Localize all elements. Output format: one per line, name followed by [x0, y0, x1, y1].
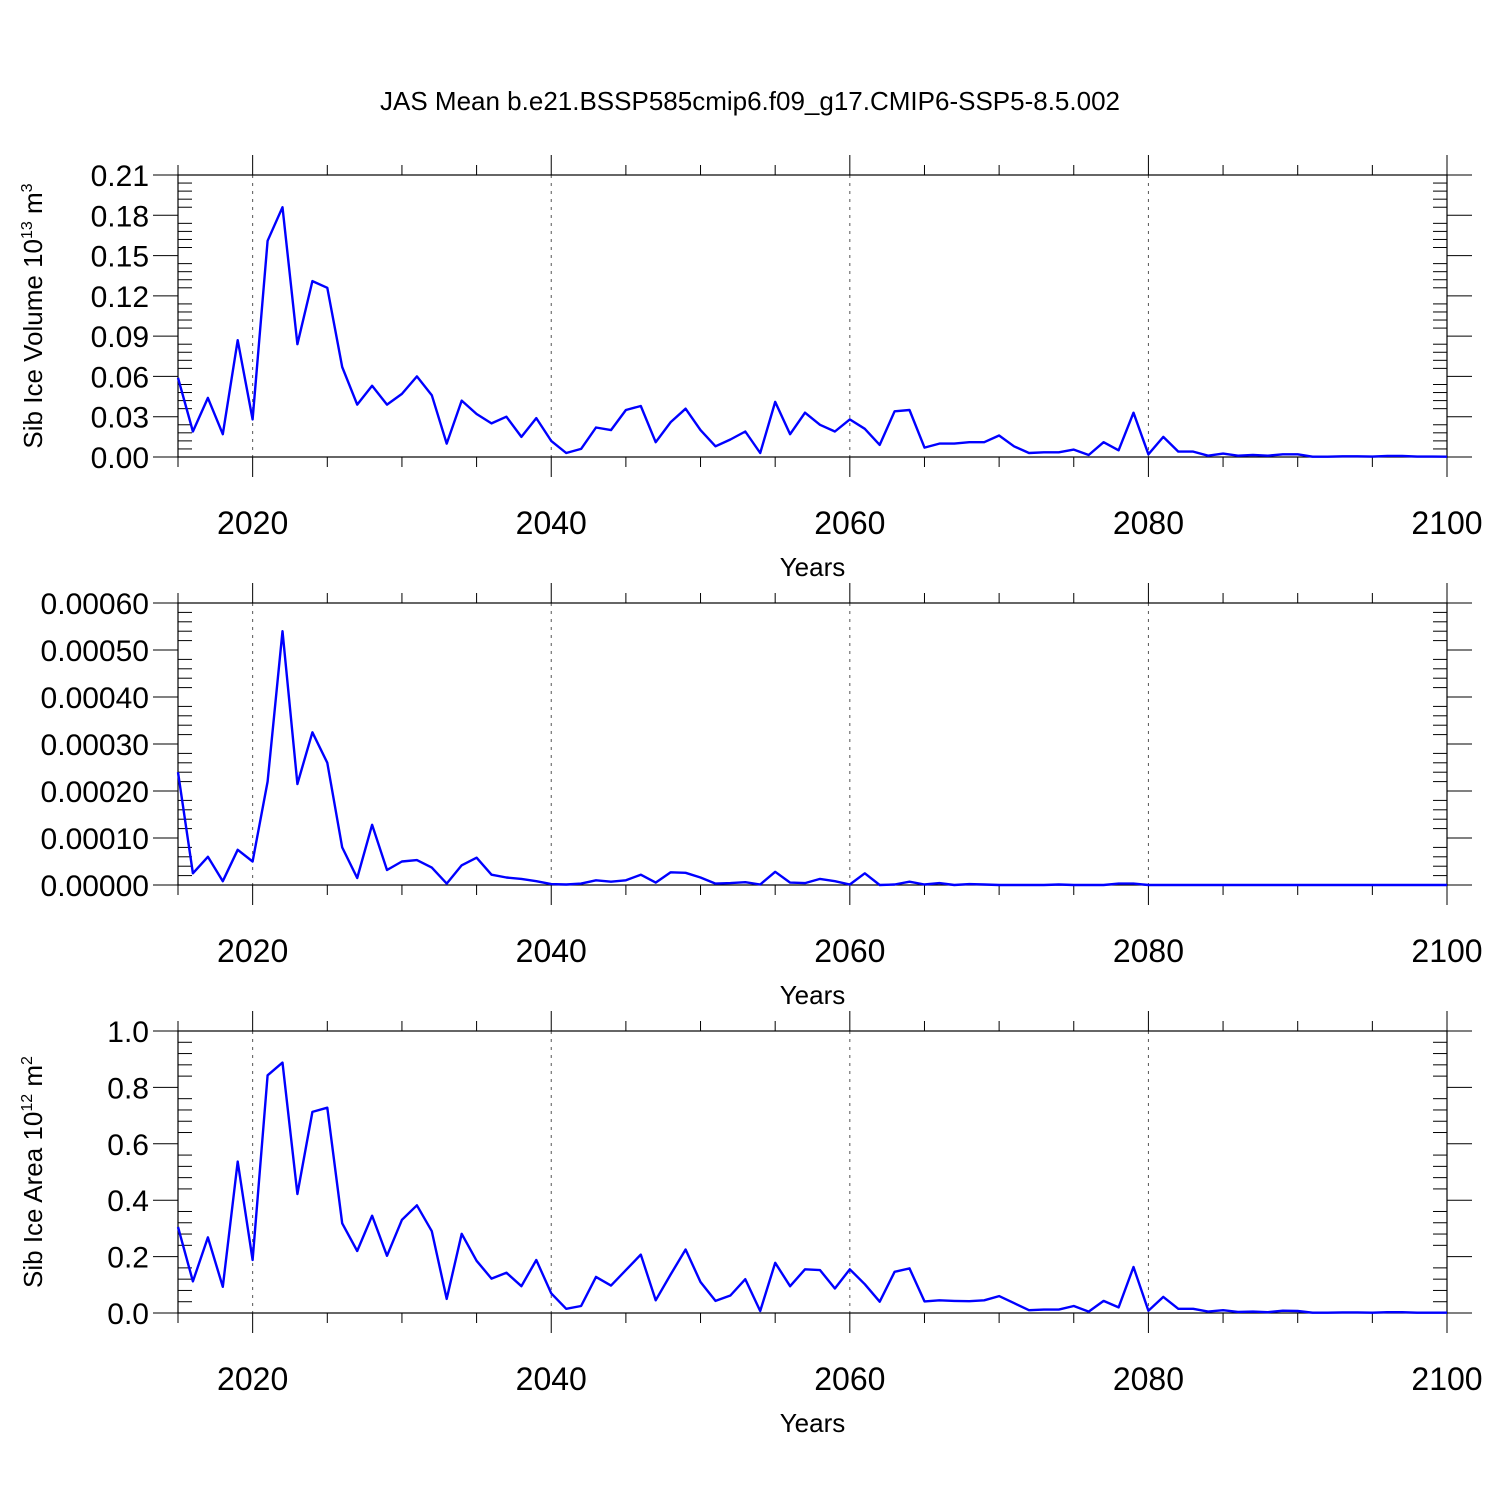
- x-axis-label: Years: [780, 552, 846, 582]
- y-tick-label: 0.03: [91, 402, 149, 435]
- y-tick-label: 0.00020: [41, 776, 149, 809]
- series-line: [176, 630, 1447, 887]
- y-tick-label: 1.0: [107, 1016, 149, 1049]
- x-tick-label: 2100: [1411, 505, 1482, 541]
- plot-frame: [177, 1030, 1448, 1314]
- x-axis-label: Years: [780, 1408, 846, 1438]
- y-tick-label: 0.12: [91, 281, 149, 314]
- plot-frame: [177, 174, 1448, 458]
- chart-title: JAS Mean b.e21.BSSP585cmip6.f09_g17.CMIP…: [380, 86, 1120, 116]
- x-tick-label: 2060: [814, 505, 885, 541]
- y-axis-label: Sib Ice Area 1012 m2: [18, 1056, 48, 1288]
- x-tick-label: 2020: [217, 505, 288, 541]
- panel-3: 0.0 0.2 0.4 0.6 0.8 1.0 2020 2040 2060 2080 2100 Ye…: [18, 1011, 1483, 1438]
- x-tick-label: 2040: [516, 505, 587, 541]
- y-tick-label: 0.8: [107, 1072, 149, 1105]
- x-tick-label: 2020: [217, 933, 288, 969]
- x-tick-label: 2080: [1113, 933, 1184, 969]
- x-tick-label: 2100: [1411, 933, 1482, 969]
- x-tick-label: 2040: [516, 933, 587, 969]
- panel-2: 0.00000 0.00010 0.00020 0.00030 0.00040 0.000…: [41, 583, 1483, 1010]
- plot-frame: [177, 602, 1448, 886]
- x-tick-label: 2060: [814, 933, 885, 969]
- y-axis-label: Sib Ice Volume 1013 m3: [18, 183, 48, 448]
- y-tick-label: 0.6: [107, 1129, 149, 1162]
- x-tick-label: 2100: [1411, 1361, 1482, 1397]
- y-tick-label: 0.06: [91, 361, 149, 394]
- y-tick-label: 0.00010: [41, 823, 149, 856]
- series-line: [176, 205, 1448, 458]
- y-tick-label: 0.00000: [41, 870, 149, 903]
- y-tick-label: 0.15: [91, 241, 149, 274]
- y-tick-label: 0.18: [91, 200, 149, 233]
- panel-1: 0.00 0.03 0.06 0.09 0.12 0.15 0.18 0.21 2020 2040…: [18, 155, 1483, 582]
- x-tick-label: 2060: [814, 1361, 885, 1397]
- y-tick-label: 0.4: [107, 1185, 149, 1218]
- series-line: [176, 1061, 1447, 1314]
- x-tick-label: 2040: [516, 1361, 587, 1397]
- x-tick-label: 2020: [217, 1361, 288, 1397]
- y-tick-label: 0.00040: [41, 682, 149, 715]
- y-tick-label: 0.2: [107, 1242, 149, 1275]
- y-tick-label: 0.0: [107, 1298, 149, 1331]
- y-tick-label: 0.00050: [41, 635, 149, 668]
- y-tick-label: 0.00060: [41, 588, 149, 621]
- y-tick-label: 0.00: [91, 442, 149, 475]
- y-tick-label: 0.09: [91, 321, 149, 354]
- x-tick-label: 2080: [1113, 1361, 1184, 1397]
- x-axis-label: Years: [780, 980, 846, 1010]
- y-tick-label: 0.21: [91, 160, 149, 193]
- x-tick-label: 2080: [1113, 505, 1184, 541]
- y-tick-label: 0.00030: [41, 729, 149, 762]
